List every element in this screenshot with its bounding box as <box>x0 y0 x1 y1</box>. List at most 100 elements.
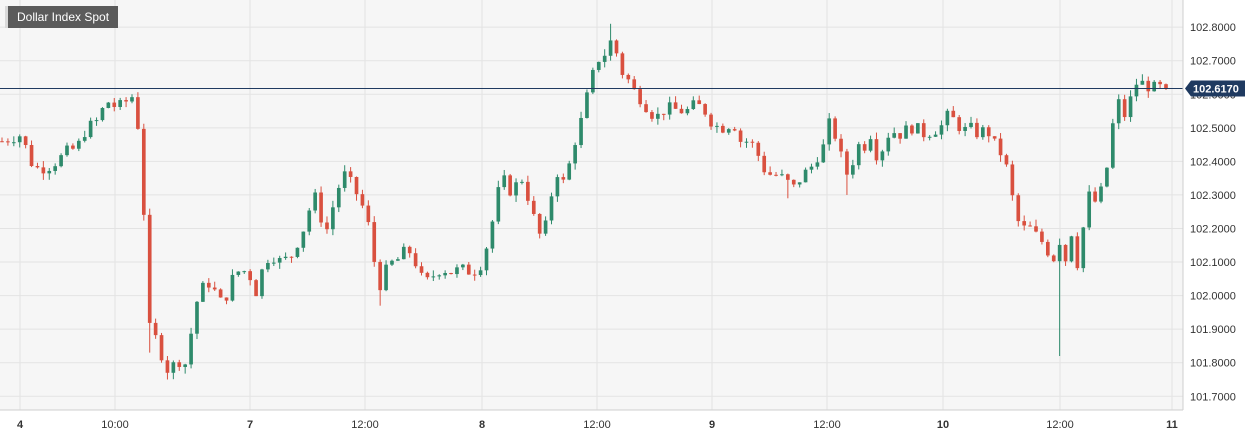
candle <box>336 184 341 213</box>
candle <box>856 141 861 170</box>
candle <box>342 165 347 192</box>
candle-body <box>921 123 926 138</box>
candle <box>11 136 16 147</box>
candle <box>709 112 713 130</box>
candle-body <box>768 172 772 175</box>
candle-body <box>47 170 52 174</box>
candle <box>1093 187 1097 203</box>
candle-body <box>29 145 34 167</box>
x-tick-label: 12:00 <box>813 419 841 431</box>
candle <box>195 300 199 340</box>
candle-body <box>301 231 306 248</box>
candle <box>1146 76 1151 98</box>
candle <box>803 167 808 183</box>
candle-body <box>797 182 802 185</box>
candle <box>266 259 270 273</box>
candle <box>118 97 123 110</box>
candle-body <box>260 269 264 297</box>
candle-body <box>851 165 855 175</box>
candle-body <box>815 162 820 167</box>
candle-body <box>1028 225 1032 227</box>
candle-body <box>573 145 577 164</box>
candle <box>851 159 855 179</box>
candle <box>100 107 105 122</box>
candle-body <box>212 287 217 290</box>
candle-body <box>65 145 69 156</box>
candle-body <box>591 69 595 93</box>
plot-background <box>0 0 1183 410</box>
x-tick-label: 12:00 <box>583 419 611 431</box>
candle <box>738 128 743 148</box>
candle <box>461 263 465 271</box>
x-tick-label: 11 <box>1166 419 1178 431</box>
candle-body <box>1004 155 1009 165</box>
candle-body <box>82 137 87 141</box>
candle <box>762 151 767 176</box>
candle <box>715 122 719 133</box>
candle-body <box>277 258 282 263</box>
candle <box>809 163 814 174</box>
candle-body <box>916 123 920 134</box>
candle-body <box>496 187 501 222</box>
candle-body <box>1146 80 1151 92</box>
candle <box>1122 94 1127 121</box>
candle-body <box>248 271 252 281</box>
candle <box>283 252 288 260</box>
candle-body <box>732 129 737 131</box>
candle-body <box>366 205 371 223</box>
candle <box>384 260 388 292</box>
candle <box>71 143 75 150</box>
candle-body <box>514 182 518 196</box>
candle <box>969 116 973 129</box>
candle-body <box>827 118 832 145</box>
candle <box>425 271 430 280</box>
candle-body <box>1093 191 1097 202</box>
candle-body <box>1087 191 1092 228</box>
candle <box>29 140 34 168</box>
candle <box>76 138 81 152</box>
candle <box>845 148 849 195</box>
candle-body <box>159 335 164 361</box>
candle-body <box>1164 84 1168 89</box>
candle-body <box>531 200 536 214</box>
candle <box>17 134 22 148</box>
candle <box>23 135 28 149</box>
candle-body <box>1152 81 1157 92</box>
candle-body <box>1010 164 1015 196</box>
candle-body <box>667 102 672 115</box>
candle-body <box>407 246 412 254</box>
candle-body <box>124 100 128 102</box>
candle-body <box>17 136 22 143</box>
candle-body <box>218 289 223 298</box>
candle-body <box>927 136 932 138</box>
candle-body <box>130 97 134 102</box>
candle-body <box>703 104 707 115</box>
x-tick-label: 10:00 <box>101 419 129 431</box>
candle <box>786 173 790 199</box>
candle <box>567 160 572 181</box>
candle <box>975 118 979 140</box>
candle-body <box>183 364 187 367</box>
candle <box>537 213 542 239</box>
candle-body <box>1122 99 1127 118</box>
candle-body <box>898 133 902 139</box>
candle <box>390 259 394 266</box>
candle <box>141 123 146 221</box>
candle <box>1099 182 1103 204</box>
candle-body <box>709 114 713 127</box>
candlestick-series <box>0 23 1168 380</box>
candle-body <box>1140 80 1145 85</box>
candle <box>963 123 967 137</box>
candle <box>827 113 832 151</box>
candle <box>59 153 63 168</box>
candle-body <box>526 181 530 201</box>
candle-body <box>602 55 607 62</box>
candle <box>449 272 453 275</box>
candle <box>1028 221 1032 227</box>
candle-body <box>59 155 63 167</box>
candle-body <box>939 125 944 135</box>
y-tick-label: 102.2000 <box>1190 223 1236 235</box>
candle-body <box>1022 221 1027 226</box>
candle <box>6 138 10 146</box>
candle <box>815 157 820 170</box>
